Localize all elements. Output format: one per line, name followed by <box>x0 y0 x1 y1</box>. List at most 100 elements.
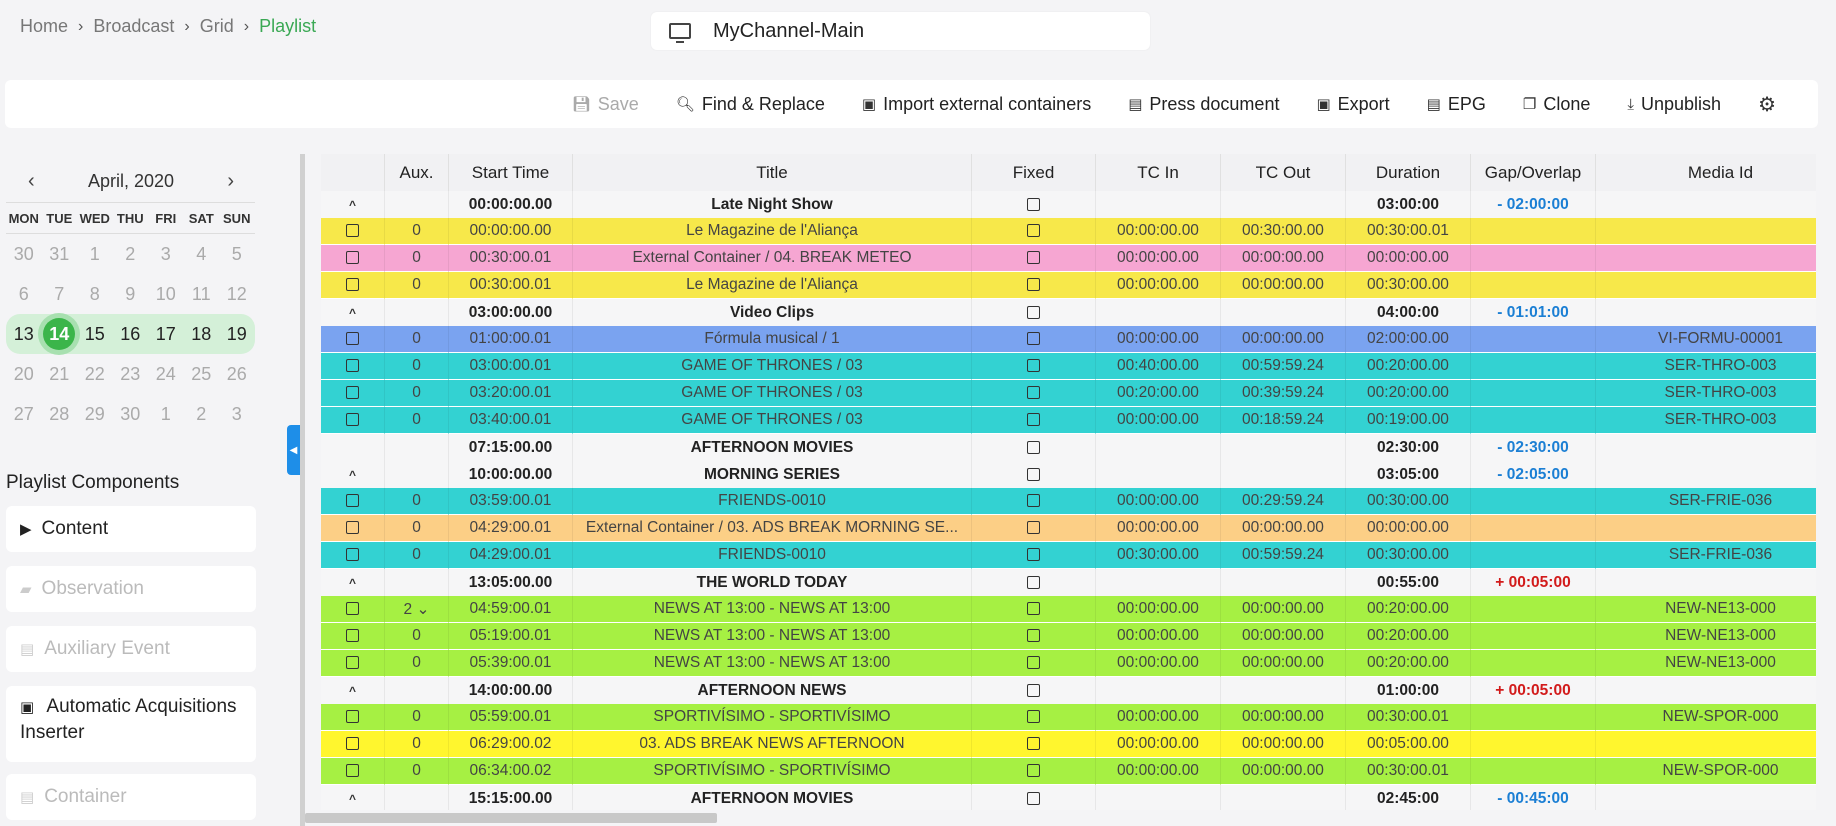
checkbox[interactable] <box>346 656 359 670</box>
checkbox[interactable] <box>1027 494 1040 508</box>
select-cell[interactable] <box>321 650 385 677</box>
press-document-button[interactable]: ▤ Press document <box>1128 94 1279 115</box>
table-row[interactable]: 0 06:34:00.02 SPORTIVÍSIMO - SPORTIVÍSIMO 0… <box>321 758 1816 785</box>
calendar-day[interactable]: 23 <box>120 363 141 384</box>
calendar-day[interactable]: 3 <box>160 243 171 264</box>
column-header[interactable]: Gap/Overlap <box>1471 154 1596 191</box>
prev-month-button[interactable]: ‹ <box>28 169 35 192</box>
calendar-day[interactable]: 2 <box>196 403 207 424</box>
checkbox[interactable] <box>1027 764 1040 778</box>
checkbox[interactable] <box>1027 332 1040 346</box>
select-cell[interactable] <box>321 623 385 650</box>
calendar-day[interactable]: 20 <box>13 363 34 384</box>
group-toggle-icon[interactable]: ^ <box>321 785 385 810</box>
column-header[interactable]: Fixed <box>972 154 1096 191</box>
column-header[interactable]: Aux. <box>385 154 449 191</box>
calendar-day[interactable]: 10 <box>155 283 176 304</box>
checkbox[interactable] <box>1027 791 1040 805</box>
select-cell[interactable] <box>321 596 385 623</box>
table-row[interactable]: 0 00:30:00.01 Le Magazine de l'Aliança 00:0… <box>321 272 1816 299</box>
column-header[interactable]: Title <box>573 154 972 191</box>
next-month-button[interactable]: › <box>227 169 234 192</box>
select-cell[interactable] <box>321 731 385 758</box>
checkbox[interactable] <box>1027 413 1040 427</box>
calendar-day[interactable]: 3 <box>231 403 242 424</box>
checkbox[interactable] <box>346 629 359 643</box>
table-row[interactable]: 0 05:19:00.01 NEWS AT 13:00 - NEWS AT 13:0… <box>321 623 1816 650</box>
table-row[interactable]: 0 00:30:00.01 External Container / 04. BRE… <box>321 245 1816 272</box>
checkbox[interactable] <box>346 251 359 265</box>
calendar-day[interactable]: 1 <box>89 243 100 264</box>
calendar-day[interactable]: 9 <box>125 283 136 304</box>
calendar-day[interactable]: 16 <box>112 314 148 354</box>
group-row[interactable]: ^ 14:00:00.00 AFTERNOON NEWS 01:00:00 + 00:0… <box>321 677 1816 704</box>
calendar-day[interactable]: 31 <box>49 243 70 264</box>
group-row[interactable]: ^ 15:15:00.00 AFTERNOON MOVIES 02:45:00 - 00… <box>321 785 1816 810</box>
select-cell[interactable] <box>321 758 385 785</box>
component-automatic-acquisitions[interactable]: ▣ Automatic Acquisitions Inserter <box>6 686 256 762</box>
checkbox[interactable] <box>346 548 359 562</box>
checkbox[interactable] <box>346 278 359 292</box>
select-cell[interactable] <box>321 218 385 245</box>
breadcrumb-grid[interactable]: Grid <box>199 16 234 36</box>
group-row[interactable]: ^ 10:00:00.00 MORNING SERIES 03:05:00 - 02:0… <box>321 461 1816 488</box>
checkbox[interactable] <box>346 413 359 427</box>
breadcrumb-home[interactable]: Home <box>20 16 69 36</box>
calendar-day[interactable]: 2 <box>125 243 136 264</box>
select-cell[interactable] <box>321 380 385 407</box>
column-header[interactable]: Duration <box>1346 154 1471 191</box>
table-row[interactable]: 0 05:39:00.01 NEWS AT 13:00 - NEWS AT 13:0… <box>321 650 1816 677</box>
checkbox[interactable] <box>1027 467 1040 481</box>
select-cell[interactable] <box>321 245 385 272</box>
checkbox[interactable] <box>346 710 359 724</box>
checkbox[interactable] <box>1027 656 1040 670</box>
calendar-day[interactable]: 19 <box>219 314 255 354</box>
table-row[interactable]: 0 03:40:00.01 GAME OF THRONES / 03 00:00:00… <box>321 407 1816 434</box>
checkbox[interactable] <box>1027 629 1040 643</box>
component-container[interactable]: ▤ Container <box>6 774 256 820</box>
calendar-day[interactable]: 11 <box>191 283 211 304</box>
group-row[interactable]: ^ 03:00:00.00 Video Clips 04:00:00 - 01:01:0… <box>321 299 1816 326</box>
select-cell[interactable] <box>321 488 385 515</box>
group-toggle-icon[interactable]: ^ <box>321 677 385 704</box>
column-header[interactable]: Start Time <box>449 154 573 191</box>
calendar-day[interactable]: 27 <box>13 403 34 424</box>
checkbox[interactable] <box>346 224 359 238</box>
group-toggle-icon[interactable]: ^ <box>321 191 385 218</box>
checkbox[interactable] <box>346 359 359 373</box>
calendar-day[interactable]: 17 <box>148 314 184 354</box>
checkbox[interactable] <box>346 764 359 778</box>
column-header[interactable]: TC Out <box>1221 154 1346 191</box>
checkbox[interactable] <box>1027 359 1040 373</box>
group-toggle-icon[interactable]: ^ <box>321 299 385 326</box>
column-header[interactable]: TC In <box>1096 154 1221 191</box>
collapse-panel-icon[interactable]: ◀ <box>287 425 300 475</box>
table-row[interactable]: 2 ⌄ 04:59:00.01 NEWS AT 13:00 - NEWS AT 13… <box>321 596 1816 623</box>
table-row[interactable]: 0 03:59:00.01 FRIENDS-0010 00:00:00.00 00:29… <box>321 488 1816 515</box>
calendar-day[interactable]: 5 <box>231 243 242 264</box>
settings-gear-icon[interactable]: ⚙ <box>1758 93 1776 116</box>
channel-selector[interactable]: MyChannel-Main <box>651 12 1150 50</box>
checkbox[interactable] <box>1027 683 1040 697</box>
calendar-day[interactable]: 8 <box>89 283 100 304</box>
checkbox[interactable] <box>1027 197 1040 211</box>
checkbox[interactable] <box>346 521 359 535</box>
select-cell[interactable] <box>321 353 385 380</box>
checkbox[interactable] <box>1027 224 1040 238</box>
checkbox[interactable] <box>1027 575 1040 589</box>
checkbox[interactable] <box>346 494 359 508</box>
select-cell[interactable] <box>321 515 385 542</box>
select-cell[interactable] <box>321 542 385 569</box>
checkbox[interactable] <box>1027 602 1040 616</box>
select-cell[interactable] <box>321 407 385 434</box>
column-header[interactable] <box>321 154 385 191</box>
calendar-day[interactable]: 7 <box>54 283 65 304</box>
table-row[interactable]: 0 00:00:00.00 Le Magazine de l'Aliança 00:0… <box>321 218 1816 245</box>
component-auxiliary-event[interactable]: ▤ Auxiliary Event <box>6 626 256 672</box>
select-cell[interactable] <box>321 326 385 353</box>
find-replace-button[interactable]: 🔍︎ Find & Replace <box>676 94 825 115</box>
checkbox[interactable] <box>346 602 359 616</box>
component-content[interactable]: ▶ Content <box>6 506 256 552</box>
calendar-day[interactable]: 12 <box>226 283 247 304</box>
calendar-day[interactable]: 14 <box>41 314 77 354</box>
